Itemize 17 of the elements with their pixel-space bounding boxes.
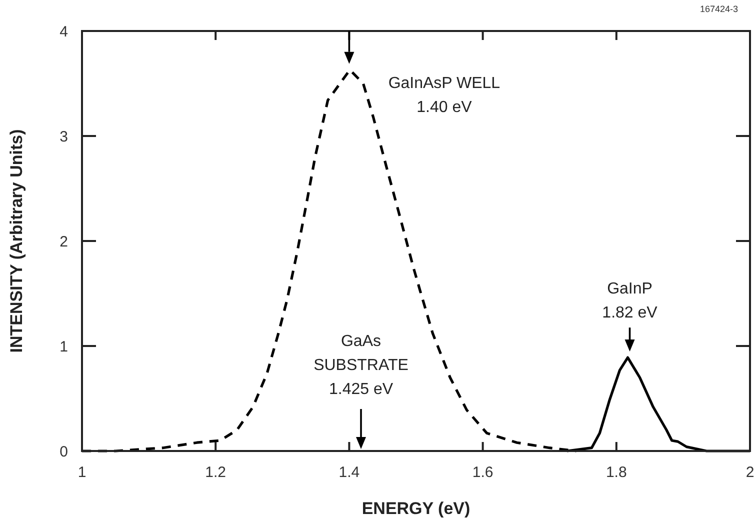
y-tick-label: 2 xyxy=(60,233,68,250)
annotation: GaInP 1.82 eV xyxy=(602,280,658,322)
y-tick-label: 1 xyxy=(60,338,68,356)
text: 167424-3 xyxy=(700,4,738,14)
x-tick-label: 1.4 xyxy=(338,464,360,481)
annotation: GaInAsP WELL 1.40 eV xyxy=(388,74,500,116)
x-tick-label: 1 xyxy=(78,464,86,481)
y-axis-title: INTENSITY (Arbitrary Units) xyxy=(7,129,26,353)
x-axis-title: ENERGY (eV) xyxy=(362,499,470,518)
y-tick-label: 4 xyxy=(60,23,68,40)
y-tick-label: 0 xyxy=(60,443,68,460)
x-tick-label: 2 xyxy=(746,464,754,481)
x-tick-label: 1.2 xyxy=(205,464,226,481)
annotation: GaAs SUBSTRATE 1.425 eV xyxy=(314,333,408,398)
x-tick-label: 1.8 xyxy=(606,464,627,481)
y-tick-label: 3 xyxy=(60,128,68,146)
x-tick-label: 1.6 xyxy=(472,464,494,481)
